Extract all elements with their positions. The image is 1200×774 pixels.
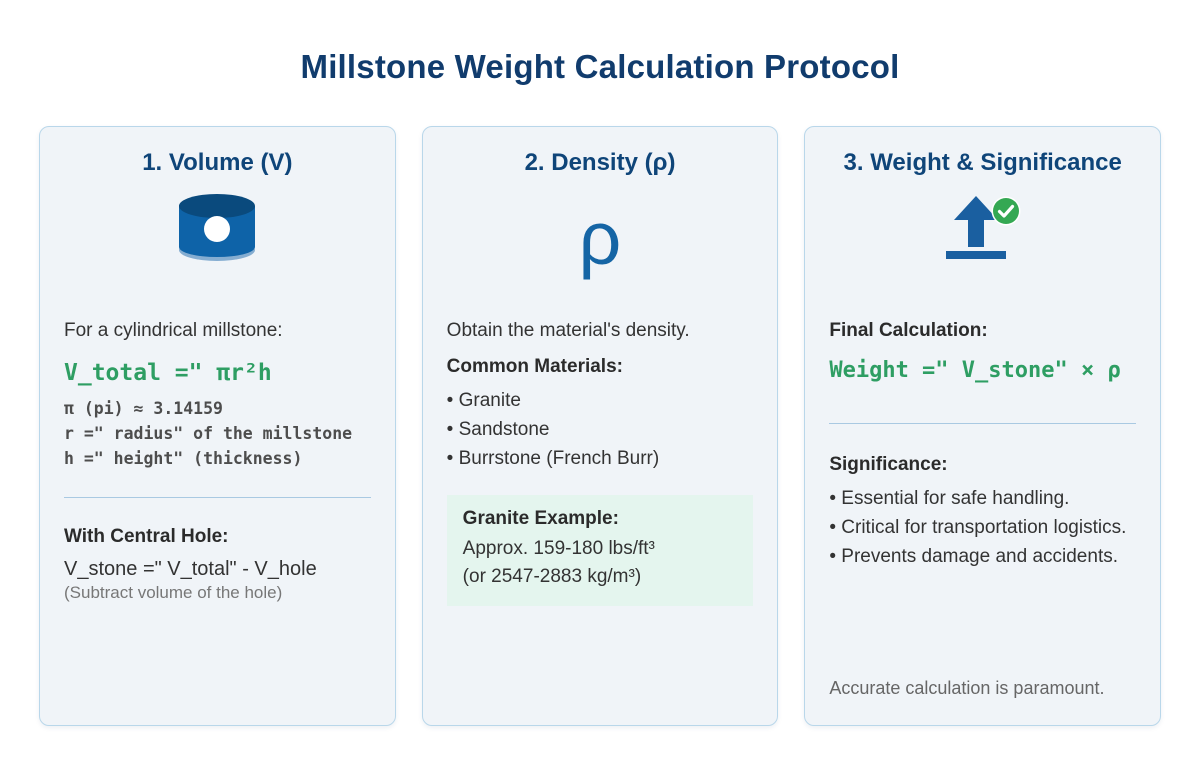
height-definition: h =" height" (thickness): [64, 448, 303, 468]
density-lead-text: Obtain the material's density.: [446, 319, 690, 341]
card-weight: 3. Weight & Significance Final Calculati…: [804, 126, 1162, 726]
granite-example-box: Granite Example: Approx. 159-180 lbs/ft³…: [446, 494, 754, 606]
final-calculation-heading: Final Calculation:: [829, 319, 988, 341]
card-density-title: 2. Density (ρ): [524, 149, 676, 176]
radius-definition: r =" radius" of the millstone: [64, 423, 353, 443]
cards-row: 1. Volume (V) For a cylindrical millston…: [39, 126, 1162, 726]
volume-lead-text: For a cylindrical millstone:: [64, 319, 283, 341]
central-hole-note: (Subtract volume of the hole): [64, 582, 283, 602]
significance-heading: Significance:: [829, 453, 948, 475]
footer-note: Accurate calculation is paramount.: [829, 678, 1105, 698]
list-item: • Granite: [446, 389, 521, 411]
central-hole-formula: V_stone =" V_total" - V_hole: [64, 557, 317, 580]
volume-divider: [64, 496, 371, 498]
volume-formula: V_total =" πr²h: [64, 359, 272, 386]
granite-density-metric: (or 2547-2883 kg/m³): [462, 565, 642, 587]
upload-arrow-check-icon: [945, 196, 1021, 267]
card-volume-title: 1. Volume (V): [142, 149, 293, 176]
granite-density-imperial: Approx. 159-180 lbs/ft³: [462, 537, 655, 559]
granite-example-heading: Granite Example:: [462, 507, 619, 529]
volume-code-lines: π (pi) ≈ 3.14159 r =" radius" of the mil…: [64, 396, 371, 471]
list-item: • Burrstone (French Burr): [446, 447, 660, 469]
list-item: • Critical for transportation logistics.: [829, 516, 1127, 538]
card-volume-icon-area: [64, 192, 371, 272]
card-density: 2. Density (ρ) ρ Obtain the material's d…: [421, 126, 779, 726]
central-hole-heading: With Central Hole:: [64, 525, 229, 547]
card-weight-title: 3. Weight & Significance: [843, 149, 1122, 176]
list-item: • Essential for safe handling.: [829, 487, 1070, 509]
card-volume: 1. Volume (V) For a cylindrical millston…: [39, 126, 396, 726]
materials-heading: Common Materials:: [446, 355, 623, 377]
list-item: • Prevents damage and accidents.: [829, 545, 1118, 567]
weight-formula: Weight =" V_stone" × ρ: [829, 357, 1121, 383]
list-item: • Sandstone: [446, 418, 550, 440]
weight-divider: [829, 422, 1137, 424]
page-title: Millstone Weight Calculation Protocol: [300, 48, 900, 85]
millstone-icon: [176, 193, 258, 270]
significance-list: • Essential for safe handling. • Critical…: [829, 484, 1136, 571]
rho-symbol: ρ: [578, 196, 622, 281]
pi-definition: π (pi) ≈ 3.14159: [64, 398, 223, 418]
card-density-icon-area: ρ: [447, 192, 754, 276]
card-weight-icon-area: [829, 192, 1136, 272]
materials-list: • Granite • Sandstone • Burrstone (French …: [447, 386, 754, 473]
